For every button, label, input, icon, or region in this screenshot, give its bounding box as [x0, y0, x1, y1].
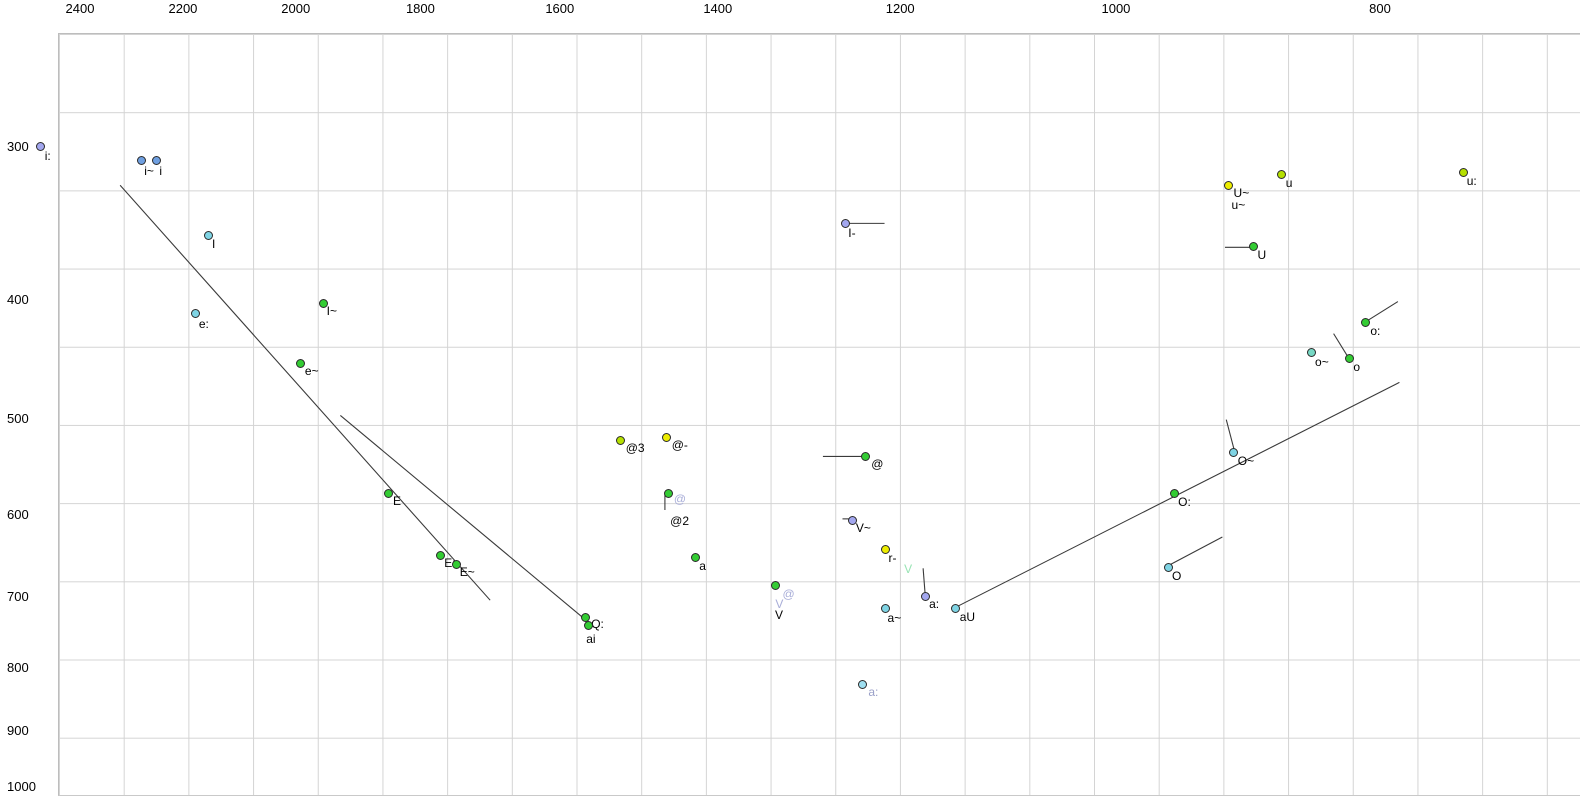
x-tick-label: 2400: [65, 1, 95, 16]
y-tick-label: 400: [7, 291, 29, 307]
x-tick-label: 1800: [405, 1, 435, 16]
x-tick-label: 2200: [168, 1, 198, 16]
vowel-point: [35, 142, 45, 151]
y-tick-label: 500: [7, 410, 29, 426]
plot-grid: [58, 33, 1580, 796]
x-tick-label: 1400: [703, 1, 733, 16]
y-tick-label: 900: [7, 722, 29, 738]
y-tick-label: 700: [7, 589, 29, 605]
y-tick-label: 300: [7, 139, 29, 154]
x-tick-label: 1600: [545, 1, 575, 16]
x-tick-label: 2000: [281, 1, 311, 16]
x-tick-label: 1200: [885, 1, 915, 16]
y-tick-label: 1000: [7, 779, 36, 794]
x-tick-label: 800: [1369, 1, 1391, 16]
y-tick-label: 600: [7, 507, 29, 523]
y-tick-label: 800: [7, 660, 29, 676]
vowel-label: i:: [44, 149, 51, 163]
x-tick-label: 1000: [1101, 1, 1131, 16]
